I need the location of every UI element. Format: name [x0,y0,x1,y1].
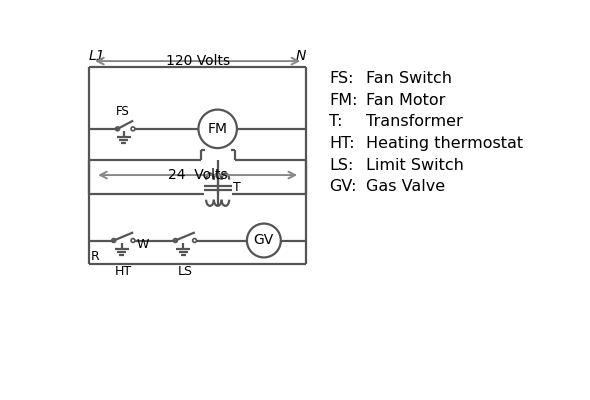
Text: Limit Switch: Limit Switch [366,158,464,172]
Text: Fan Switch: Fan Switch [366,71,453,86]
Text: T: T [233,181,241,194]
Text: W: W [137,238,149,251]
Text: FS: FS [116,105,130,118]
Text: Transformer: Transformer [366,114,463,130]
Text: LS:: LS: [329,158,353,172]
Text: FS:: FS: [329,71,354,86]
Text: HT:: HT: [329,136,355,151]
Text: L1: L1 [89,49,106,63]
Text: R: R [91,250,99,263]
Text: HT: HT [115,265,132,278]
Text: Heating thermostat: Heating thermostat [366,136,523,151]
Text: FM: FM [208,122,228,136]
Text: LS: LS [178,265,192,278]
Text: T:: T: [329,114,343,130]
Text: Fan Motor: Fan Motor [366,93,445,108]
Text: N: N [296,49,306,63]
Text: GV:: GV: [329,179,357,194]
Text: GV: GV [254,234,274,248]
Text: Gas Valve: Gas Valve [366,179,445,194]
Text: FM:: FM: [329,93,358,108]
Text: 24  Volts: 24 Volts [168,168,228,182]
Text: 120 Volts: 120 Volts [166,54,230,68]
